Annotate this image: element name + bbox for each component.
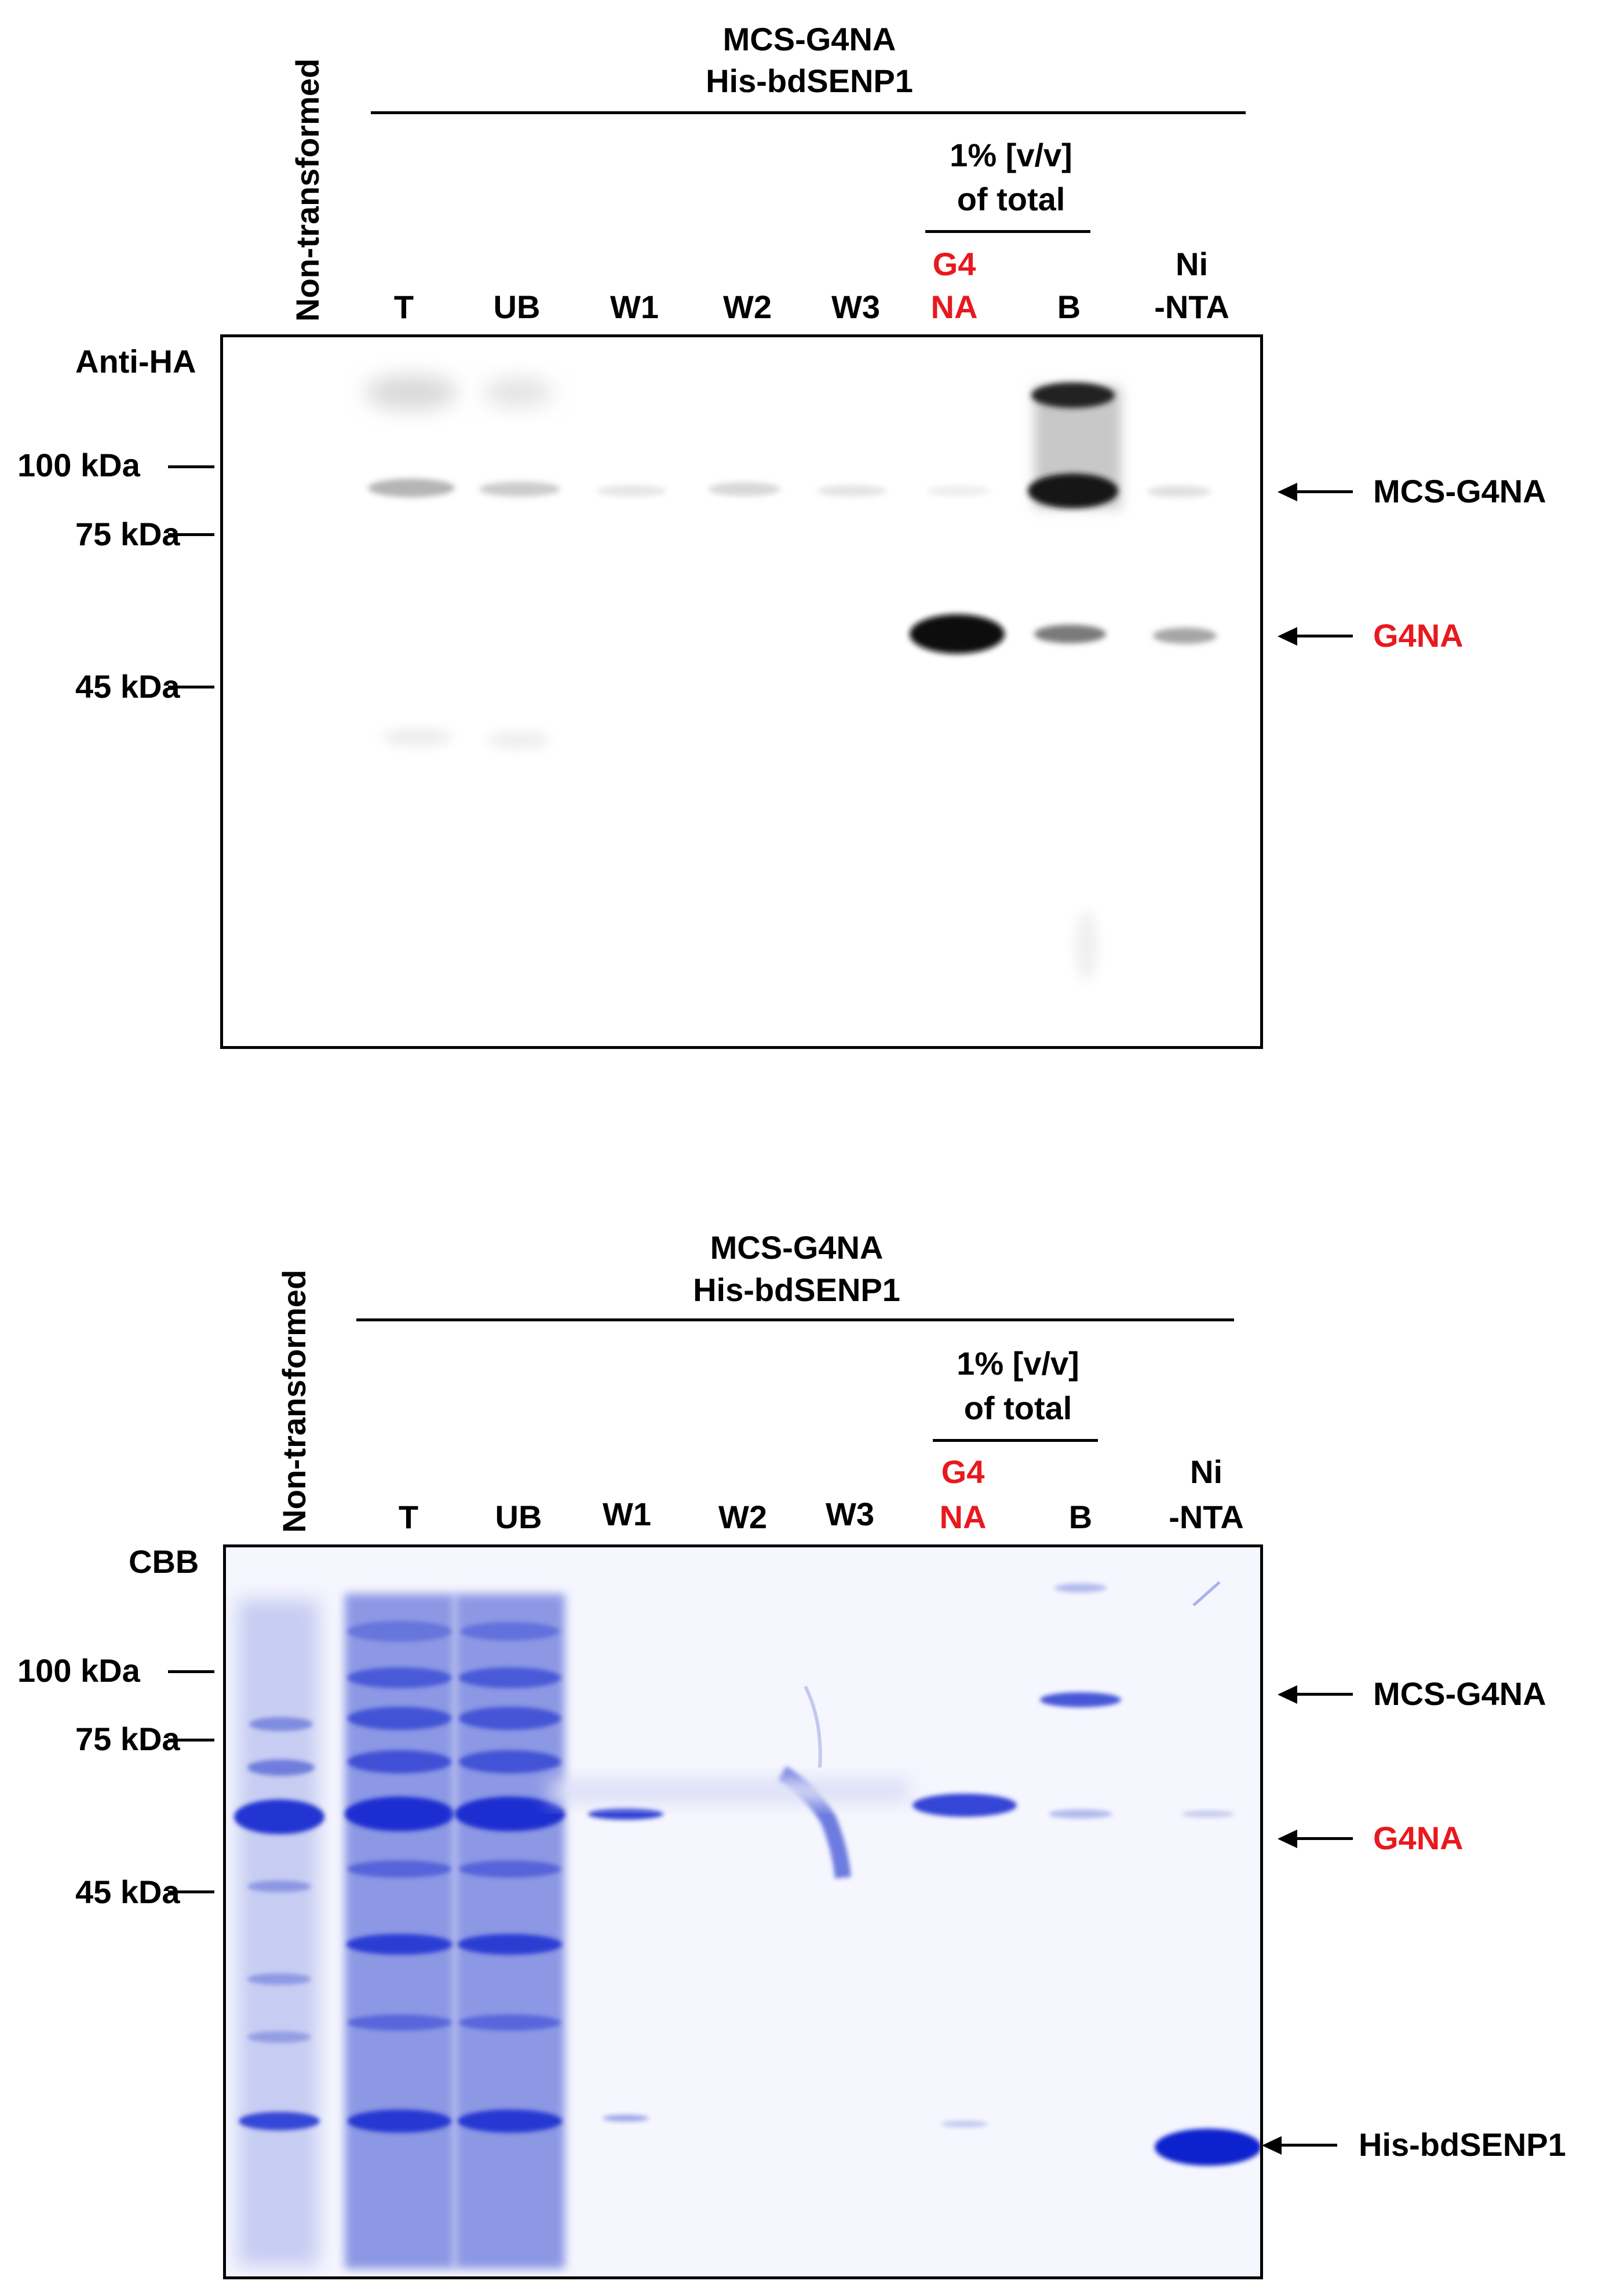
arrow-g4na-head-2 (1278, 1830, 1297, 1848)
arrow-mcs-g4na-line-2 (1295, 1693, 1353, 1696)
lane-label-w2: W2 (723, 289, 772, 325)
lane-label-g4na-1-2: G4 (941, 1453, 985, 1490)
arrow-g4na-line (1295, 635, 1353, 637)
lane-label-ub: UB (493, 289, 541, 325)
lane-label-ni-1-2: Ni (1190, 1453, 1222, 1490)
lane-label-t: T (393, 289, 414, 325)
marker-100-2: 100 kDa (17, 1652, 140, 1689)
arrow-mcs-g4na-line (1295, 490, 1353, 493)
non-transformed-label-2: Non-transformed (276, 1269, 312, 1533)
arrow-his-bdsenp1-line (1279, 2144, 1337, 2147)
arrow-g4na-line-2 (1295, 1837, 1353, 1840)
stain-label-2: CBB (129, 1543, 199, 1580)
non-transformed-label: Non-transformed (289, 58, 326, 322)
percent-label-line2: of total (957, 181, 1065, 217)
marker-45-tick-2 (168, 1890, 214, 1893)
percent-bracket-line-2 (933, 1439, 1098, 1442)
marker-75: 75 kDa (75, 516, 180, 552)
marker-100-tick-2 (168, 1670, 214, 1673)
lane-label-g4na-2-2: NA (939, 1499, 987, 1535)
stain-label: Anti-HA (75, 343, 196, 380)
group-bracket-line (371, 111, 1246, 114)
lane-label-b-2: B (1068, 1499, 1093, 1535)
marker-75-2: 75 kDa (75, 1721, 180, 1757)
cbb-gel-image (223, 1544, 1263, 2279)
marker-75-tick-2 (168, 1739, 214, 1741)
lane-label-w1: W1 (610, 289, 659, 325)
arrow-g4na-head (1278, 627, 1297, 646)
marker-45-2: 45 kDa (75, 1874, 180, 1910)
western-blot-image (220, 334, 1263, 1049)
group-bracket-line-2 (356, 1318, 1234, 1321)
marker-75-tick (168, 533, 214, 536)
marker-45-tick (168, 686, 214, 688)
lane-label-ub-2: UB (495, 1499, 542, 1535)
marker-45: 45 kDa (75, 668, 180, 705)
lane-label-g4na-2: NA (930, 289, 978, 325)
marker-100-tick (168, 465, 214, 468)
lane-label-b: B (1057, 289, 1081, 325)
group-label-line2: His-bdSENP1 (706, 63, 913, 99)
lane-label-ni-1: Ni (1176, 246, 1208, 282)
percent-label-line1-2: 1% [v/v] (957, 1345, 1079, 1382)
arrow-label-g4na: G4NA (1373, 617, 1464, 654)
group-label-line2-2: His-bdSENP1 (693, 1271, 900, 1308)
arrow-mcs-g4na-head-2 (1278, 1685, 1297, 1704)
marker-100: 100 kDa (17, 447, 140, 483)
arrow-label-g4na-2: G4NA (1373, 1820, 1464, 1856)
arrow-label-mcs-g4na-2: MCS-G4NA (1373, 1675, 1546, 1712)
lane-label-w3: W3 (831, 289, 880, 325)
lane-label-ni-2-2: -NTA (1169, 1499, 1244, 1535)
arrow-label-mcs-g4na: MCS-G4NA (1373, 473, 1546, 509)
arrow-his-bdsenp1-head (1262, 2136, 1282, 2155)
lane-label-t-2: T (398, 1499, 419, 1535)
lane-label-ni-2: -NTA (1154, 289, 1229, 325)
lane-label-w1-2: W1 (603, 1496, 651, 1532)
arrow-label-his-bdsenp1: His-bdSENP1 (1359, 2126, 1566, 2163)
percent-label-line2-2: of total (964, 1390, 1072, 1426)
group-label-line1-2: MCS-G4NA (710, 1229, 884, 1266)
lane-label-w2-2: W2 (718, 1499, 767, 1535)
lane-label-w3-2: W3 (826, 1496, 874, 1532)
group-label-line1: MCS-G4NA (722, 21, 896, 57)
percent-label-line1: 1% [v/v] (950, 137, 1072, 173)
arrow-mcs-g4na-head (1278, 483, 1297, 501)
percent-bracket-line (925, 230, 1090, 233)
lane-label-g4na-1: G4 (932, 246, 976, 282)
